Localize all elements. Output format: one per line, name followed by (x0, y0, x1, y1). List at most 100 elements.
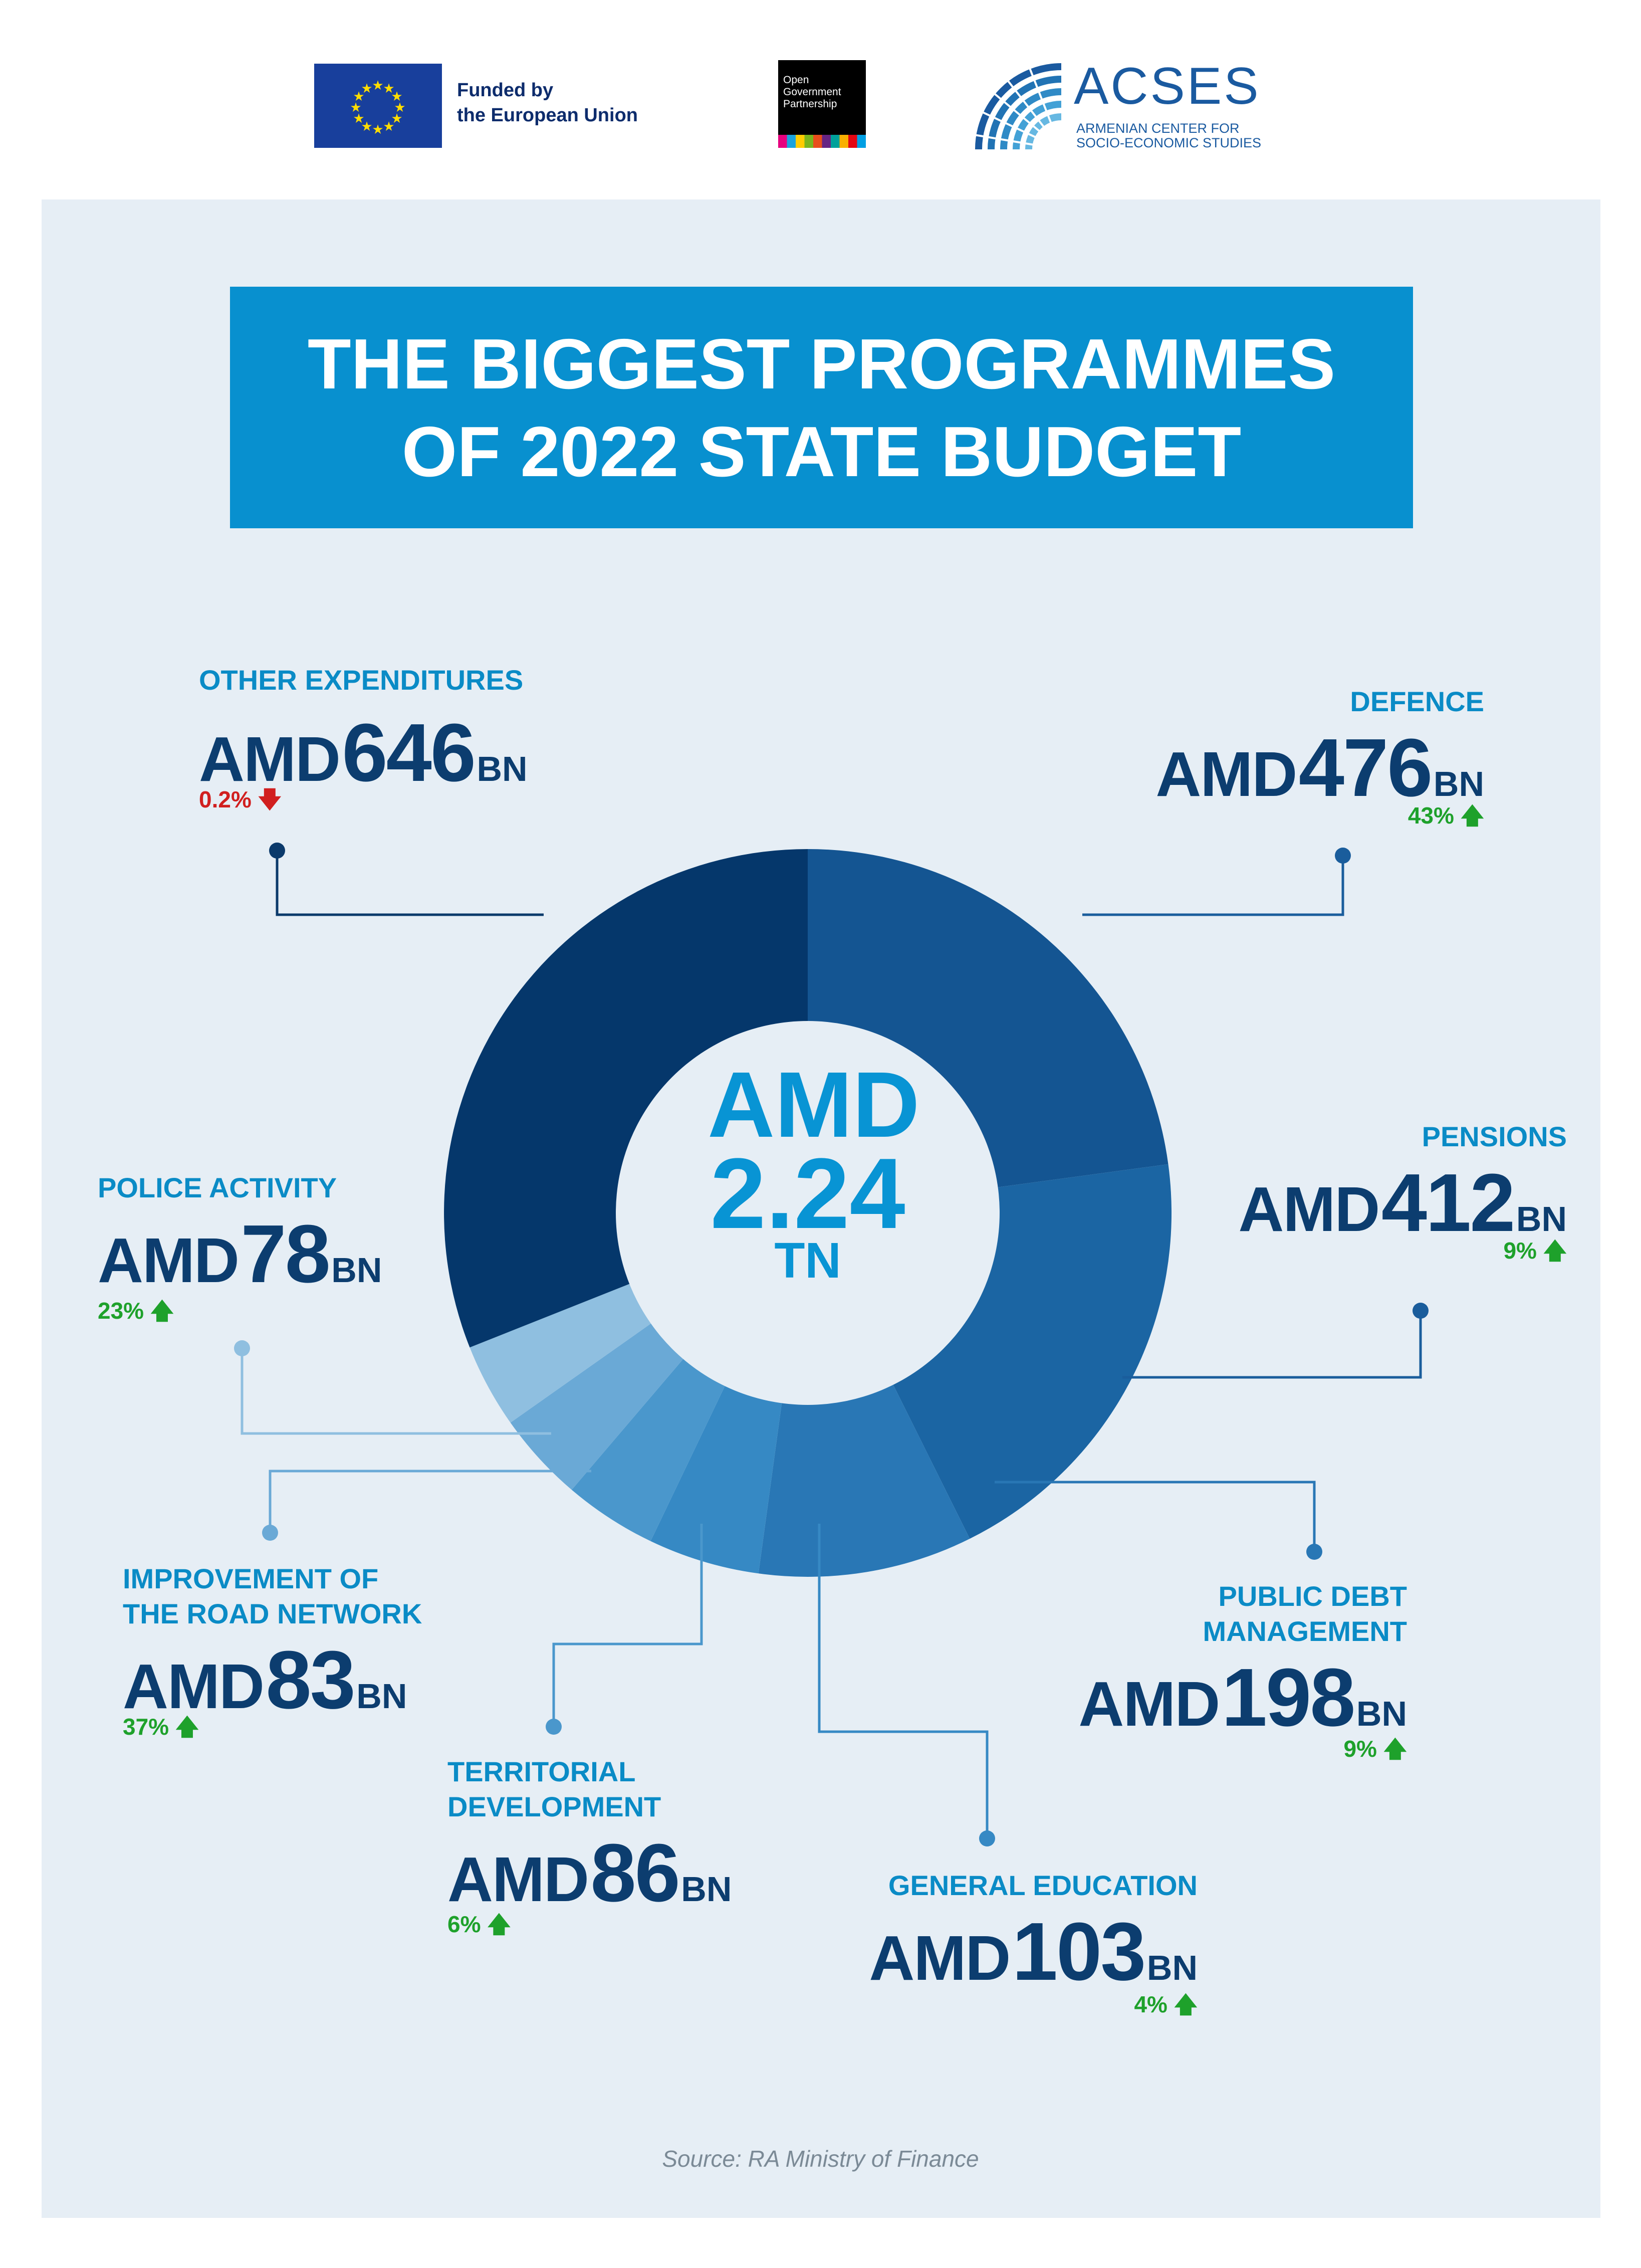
arrow-up-icon: 🡅 (1460, 802, 1484, 829)
amount-prefix: AMD (447, 1844, 589, 1915)
svg-text:★: ★ (353, 89, 364, 104)
svg-text:★: ★ (372, 122, 383, 137)
svg-text:★: ★ (372, 78, 383, 93)
amount-prefix: AMD (123, 1651, 265, 1722)
arrow-up-icon: 🡅 (1543, 1238, 1567, 1264)
leader-dot-debt (1306, 1544, 1322, 1560)
label-pensions-title: PENSIONS (1422, 1121, 1567, 1152)
title-banner: THE BIGGEST PROGRAMMES OF 2022 STATE BUD… (230, 287, 1413, 528)
change-police: 23% 🡅 (98, 1297, 174, 1324)
svg-text:★: ★ (383, 81, 394, 96)
label-territorial-title-line2: DEVELOPMENT (447, 1791, 661, 1822)
arrow-up-icon: 🡅 (1383, 1736, 1407, 1762)
change-road: 37% 🡅 (123, 1713, 199, 1740)
svg-text:★: ★ (361, 119, 372, 134)
svg-text:★: ★ (361, 81, 372, 96)
arrow-up-icon: 🡅 (1174, 1991, 1198, 2017)
amount-road: AMD 83 BN (123, 1639, 407, 1721)
leader-dot-pensions (1413, 1303, 1429, 1319)
label-territorial-title-line1: TERRITORIAL (447, 1756, 636, 1787)
amount-debt: AMD 198 BN (1078, 1657, 1407, 1739)
leader-line-police (241, 1348, 551, 1435)
arrow-up-icon: 🡅 (487, 1911, 511, 1937)
label-police-title: POLICE ACTIVITY (98, 1172, 337, 1203)
amount-unit: BN (1356, 1694, 1407, 1733)
amount-unit: BN (1433, 764, 1484, 803)
center-total-prefix: AMD (708, 1053, 920, 1157)
acses-name: ACSES (1074, 57, 1261, 115)
title-line2: OF 2022 STATE BUDGET (401, 412, 1242, 492)
amount-prefix: AMD (1078, 1669, 1220, 1739)
ogp-line1: Open (783, 74, 809, 86)
acses-sub-line2: SOCIO-ECONOMIC STUDIES (1076, 135, 1262, 150)
eu-flag-logo: ★ ★ ★ ★ ★ ★ ★ ★ ★ ★ ★ ★ (314, 64, 442, 148)
svg-text:★: ★ (391, 89, 402, 104)
leader-dot-territorial (546, 1719, 562, 1735)
change-value: 0.2% (199, 786, 252, 812)
change-value: 43% (1408, 802, 1454, 829)
amount-number: 78 (241, 1208, 330, 1300)
center-total-value: 2.24 (710, 1138, 905, 1250)
title-line1: THE BIGGEST PROGRAMMES (307, 324, 1336, 404)
amount-prefix: AMD (869, 1923, 1011, 1993)
label-education-title: GENERAL EDUCATION (888, 1870, 1198, 1901)
acses-subtitle: ARMENIAN CENTER FOR SOCIO-ECONOMIC STUDI… (1076, 121, 1261, 150)
amount-unit: BN (356, 1677, 407, 1716)
center-total-unit: TN (774, 1232, 841, 1289)
amount-police: AMD 78 BN (98, 1213, 382, 1295)
change-value: 9% (1343, 1736, 1377, 1762)
amount-unit: BN (331, 1251, 382, 1290)
amount-defence: AMD 476 BN (1155, 727, 1484, 809)
amount-pensions: AMD 412 BN (1238, 1162, 1567, 1244)
amount-territorial: AMD 86 BN (447, 1832, 732, 1914)
leader-dot-other (269, 843, 285, 859)
svg-text:★: ★ (350, 100, 361, 115)
amount-unit: BN (681, 1870, 732, 1909)
change-territorial: 6% 🡅 (447, 1911, 511, 1938)
label-debt-title-line2: MANAGEMENT (1203, 1615, 1407, 1647)
donut-hole (616, 1021, 1000, 1405)
arrow-up-icon: 🡅 (175, 1714, 199, 1740)
leader-dots (234, 843, 1429, 1846)
amount-number: 83 (266, 1634, 355, 1726)
svg-text:★: ★ (383, 119, 394, 134)
leader-dot-road (262, 1525, 278, 1541)
leader-dot-defence (1335, 848, 1351, 864)
eu-text-line1: Funded by (457, 80, 554, 101)
ogp-color-stripe (778, 135, 866, 148)
amount-number: 103 (1012, 1906, 1146, 1997)
label-road-title-line2: THE ROAD NETWORK (123, 1598, 422, 1629)
eu-funding-text: Funded by the European Union (457, 78, 638, 128)
leader-line-pensions (1122, 1311, 1422, 1379)
label-debt-title-line1: PUBLIC DEBT (1218, 1580, 1407, 1612)
amount-prefix: AMD (1238, 1174, 1380, 1245)
change-value: 23% (98, 1298, 144, 1324)
leader-line-road (269, 1470, 591, 1533)
ogp-logo: Open Government Partnership (778, 60, 866, 148)
label-defence-title: DEFENCE (1350, 686, 1484, 717)
change-debt: 9% 🡅 (1343, 1735, 1407, 1762)
leader-line-other (276, 851, 544, 916)
leader-dot-police (234, 1340, 250, 1356)
leader-line-defence (1082, 856, 1344, 916)
amount-unit: BN (1146, 1948, 1198, 1987)
change-defence: 43% 🡅 (1408, 802, 1484, 829)
amount-unit: BN (477, 749, 528, 788)
source-note: Source: RA Ministry of Finance (662, 2146, 979, 2172)
change-value: 4% (1134, 1991, 1167, 2017)
amount-prefix: AMD (1155, 739, 1297, 809)
change-value: 9% (1503, 1238, 1537, 1264)
leader-line-debt (995, 1481, 1316, 1552)
amount-number: 646 (342, 707, 476, 798)
ogp-line2: Government (783, 86, 841, 98)
amount-prefix: AMD (199, 724, 341, 794)
amount-number: 86 (590, 1827, 680, 1919)
label-road-title-line1: IMPROVEMENT OF (123, 1563, 379, 1594)
amount-other: AMD 646 BN (199, 712, 528, 794)
leader-lines (241, 851, 1422, 1838)
leader-dot-education (979, 1830, 995, 1846)
arrow-down-icon: 🡇 (258, 786, 282, 812)
change-education: 4% 🡅 (1134, 1991, 1198, 2018)
amount-number: 198 (1221, 1652, 1356, 1743)
